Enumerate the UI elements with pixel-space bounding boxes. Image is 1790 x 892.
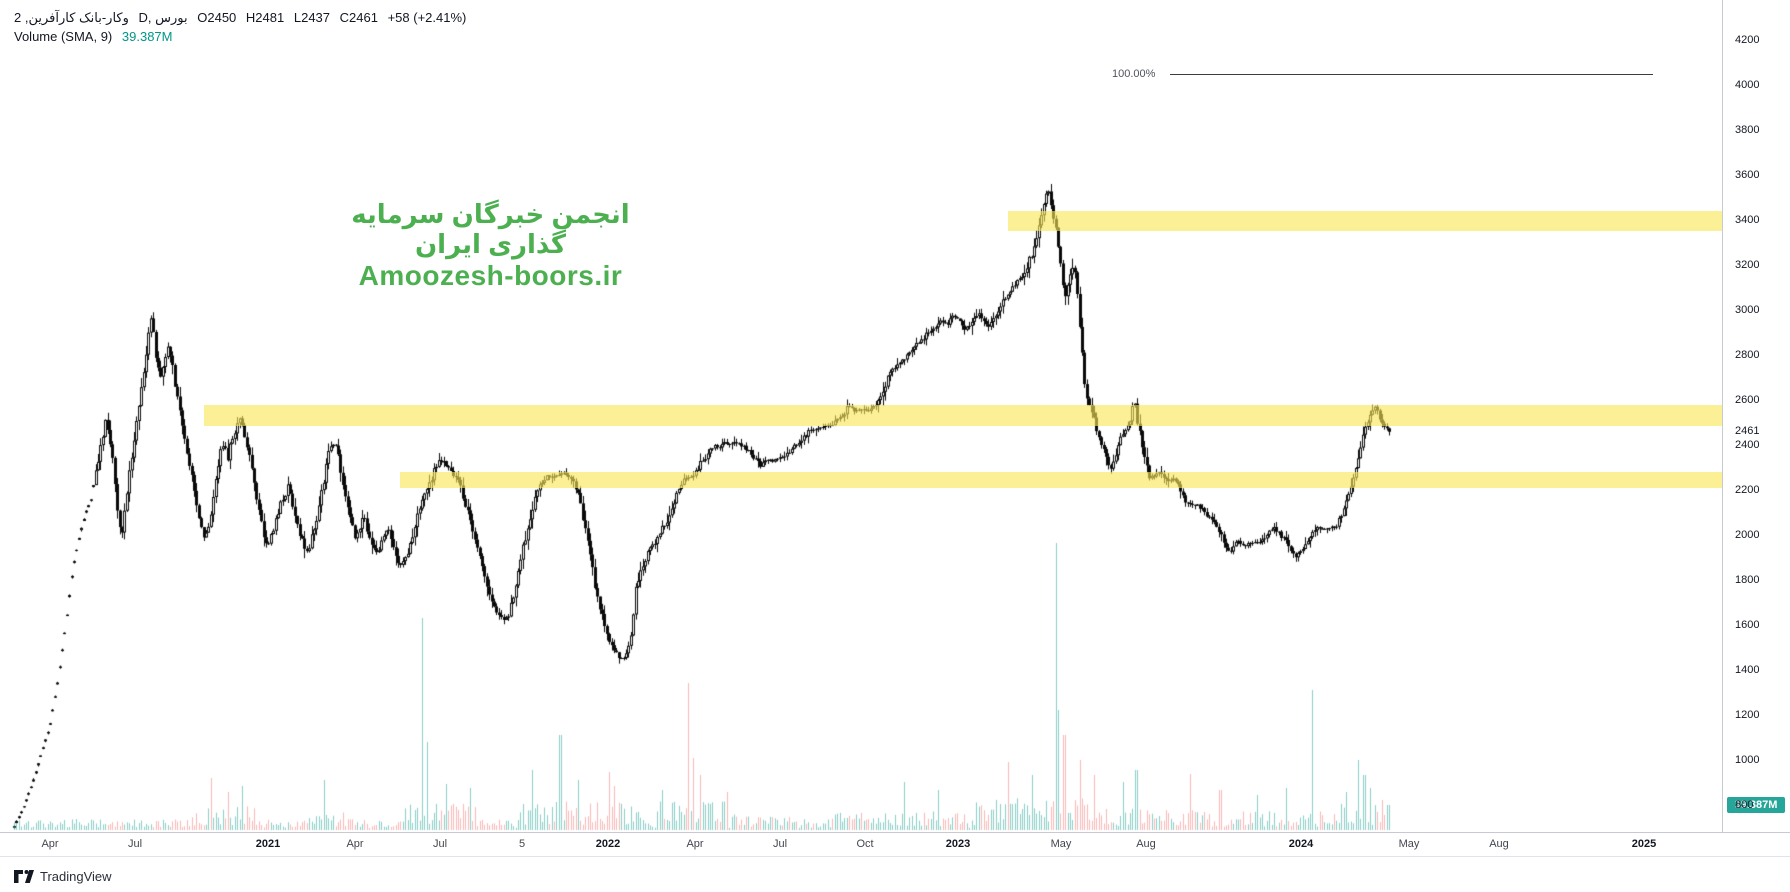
price-tick: 4000 [1735,79,1760,91]
time-tick: Oct [856,838,874,850]
last-price-label: 2461 [1735,425,1760,438]
time-tick: Apr [686,838,704,850]
close-value: C2461 [339,10,378,25]
high-value: H2481 [245,10,285,25]
price-tick: 3800 [1735,124,1760,136]
fib-retracement-line[interactable] [1170,73,1653,75]
price-tick: 2000 [1735,529,1760,541]
time-tick: 2021 [255,838,281,850]
symbol-row: وکار-بانک کارآفرین, 2 D, بورس O2450 H248… [14,8,472,27]
time-axis[interactable]: Apr Jul 2021 Apr Jul 5 2022 Apr Jul Oct 2023 May Aug… [0,832,1790,857]
tradingview-logo-icon[interactable] [14,868,34,884]
price-tick: 1400 [1735,664,1760,676]
price-tick: 800 [1735,799,1754,811]
price-tick: 2600 [1735,394,1760,406]
time-tick: Jul [127,838,143,850]
price-tick: 1000 [1735,754,1760,766]
time-tick: 2022 [595,838,621,850]
price-tick: 2800 [1735,349,1760,361]
price-tick: 1200 [1735,709,1760,721]
time-tick: Apr [41,838,59,850]
time-tick: Jul [432,838,448,850]
price-tick: 1600 [1735,619,1760,631]
highlight-zone-resistance-mid[interactable] [204,404,1722,427]
price-tick: 4200 [1735,34,1760,46]
fib-level-label: 100.00% [1112,68,1156,81]
symbol-title[interactable]: وکار-بانک کارآفرین, 2 [14,10,129,25]
indicator-row: Volume (SMA, 9) 39.387M [14,27,472,46]
time-tick: 2025 [1631,838,1657,850]
interval-exchange[interactable]: D, بورس [138,10,188,25]
price-tick: 3000 [1735,304,1760,316]
highlight-zone-resistance-upper[interactable] [1008,211,1722,232]
low-value: L2437 [293,10,331,25]
time-tick: Aug [1136,838,1156,850]
tradingview-brand-text[interactable]: TradingView [40,868,112,884]
change-value: +58 (+2.41%) [387,10,467,25]
volume-value-badge: 39.387M [1727,797,1785,813]
attribution-bar: TradingView [14,864,112,888]
volume-indicator-value: 39.387M [121,29,173,44]
price-tick: 3600 [1735,169,1760,181]
time-tick: May [1050,838,1072,850]
price-tick: 2400 [1735,439,1760,451]
price-tick: 3400 [1735,214,1760,226]
open-value: O2450 [197,10,237,25]
time-tick: 5 [518,838,526,850]
chart-legend: وکار-بانک کارآفرین, 2 D, بورس O2450 H248… [14,8,472,46]
time-tick: 2023 [945,838,971,850]
time-tick: Aug [1489,838,1509,850]
time-tick: Jul [772,838,788,850]
time-tick: May [1398,838,1420,850]
price-tick: 2200 [1735,484,1760,496]
highlight-zone-support-lower[interactable] [400,472,1722,488]
price-tick: 3200 [1735,259,1760,271]
time-tick: 2024 [1288,838,1314,850]
price-tick: 1800 [1735,574,1760,586]
price-axis[interactable]: 2461 39.387M 4200 4000 3800 3600 3400 3200 300… [1722,0,1790,832]
volume-indicator-label[interactable]: Volume (SMA, 9) [14,29,113,44]
time-tick: Apr [346,838,364,850]
